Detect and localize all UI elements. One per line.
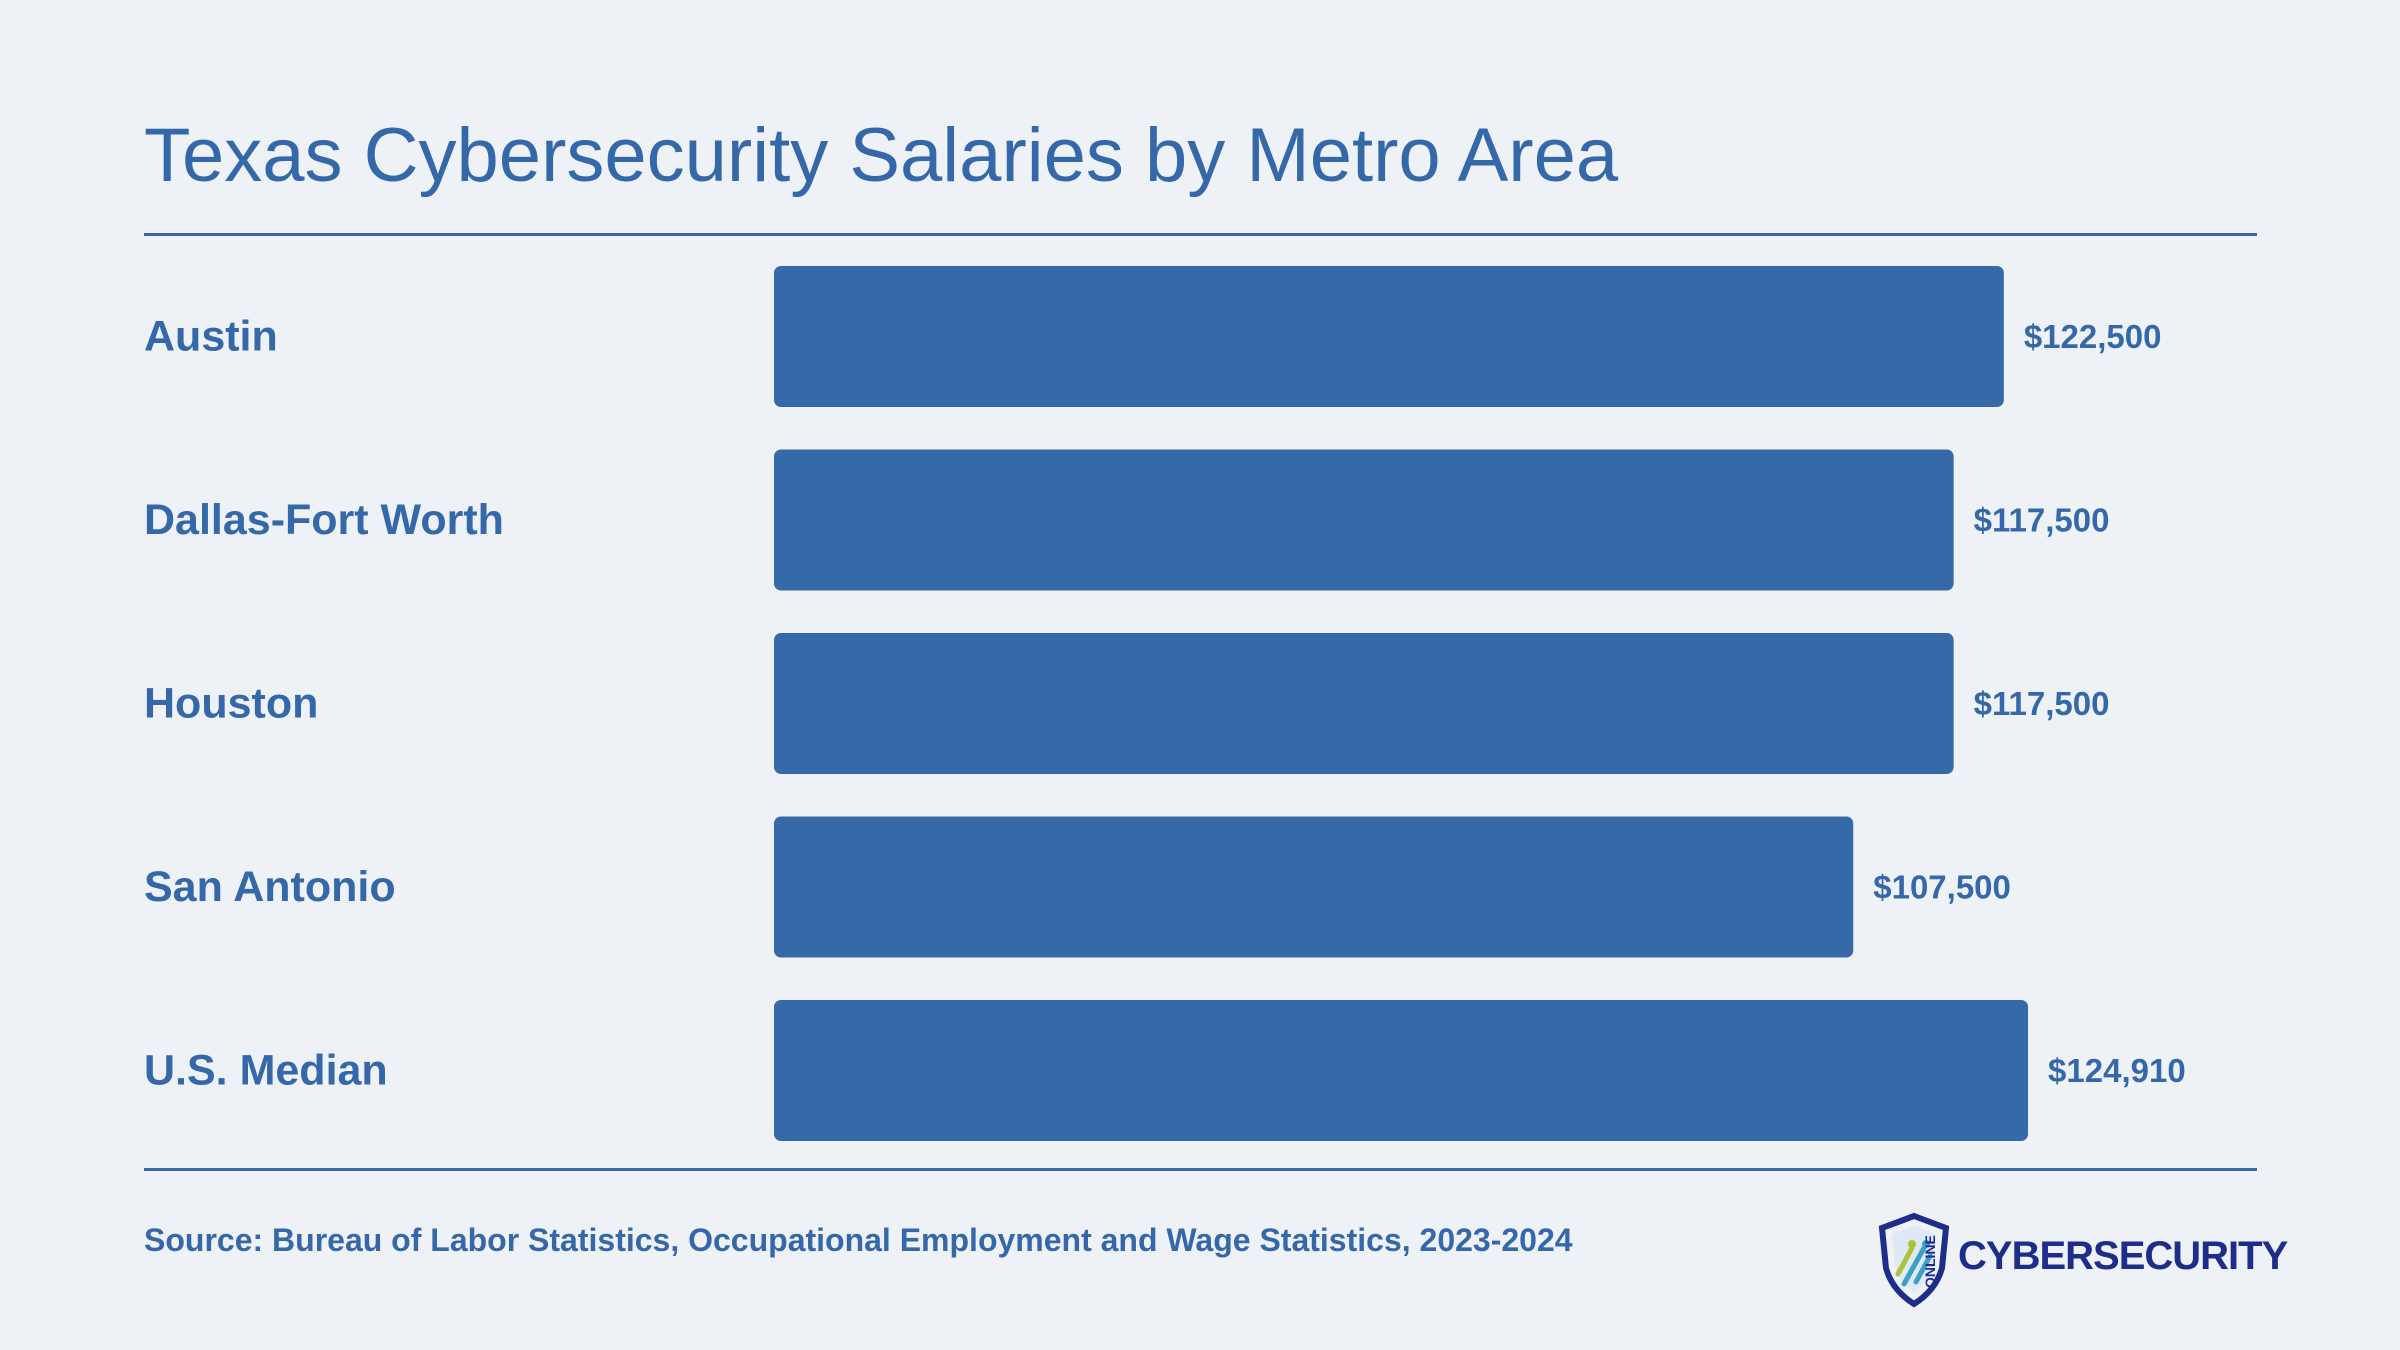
logo-wordmark: CYBERSECURITY	[1958, 1234, 2288, 1278]
site-logo: ONLINE CYBERSECURITY	[1874, 1212, 2288, 1308]
category-label: U.S. Median	[144, 1047, 388, 1095]
bar	[774, 816, 1854, 958]
bar	[774, 266, 2004, 407]
value-label: $107,500	[1873, 869, 2011, 906]
category-label: Dallas-Fort Worth	[144, 496, 504, 544]
category-label: Houston	[144, 680, 318, 728]
chart-title: Texas Cybersecurity Salaries by Metro Ar…	[144, 113, 1619, 198]
value-label: $122,500	[2024, 318, 2162, 355]
logo-online-text: ONLINE	[1922, 1235, 1938, 1288]
bar	[774, 449, 1954, 591]
source-note: Source: Bureau of Labor Statistics, Occu…	[144, 1222, 1573, 1258]
value-label: $124,910	[2048, 1052, 2186, 1089]
shield-icon	[1878, 1212, 1950, 1308]
value-label: $117,500	[1974, 502, 2110, 539]
value-label: $117,500	[1974, 685, 2110, 722]
bottom-divider	[144, 1168, 2257, 1171]
category-label: San Antonio	[144, 863, 396, 911]
category-label: Austin	[144, 313, 278, 361]
bar	[774, 633, 1954, 774]
top-divider	[144, 233, 2257, 236]
bar	[774, 1000, 2029, 1141]
